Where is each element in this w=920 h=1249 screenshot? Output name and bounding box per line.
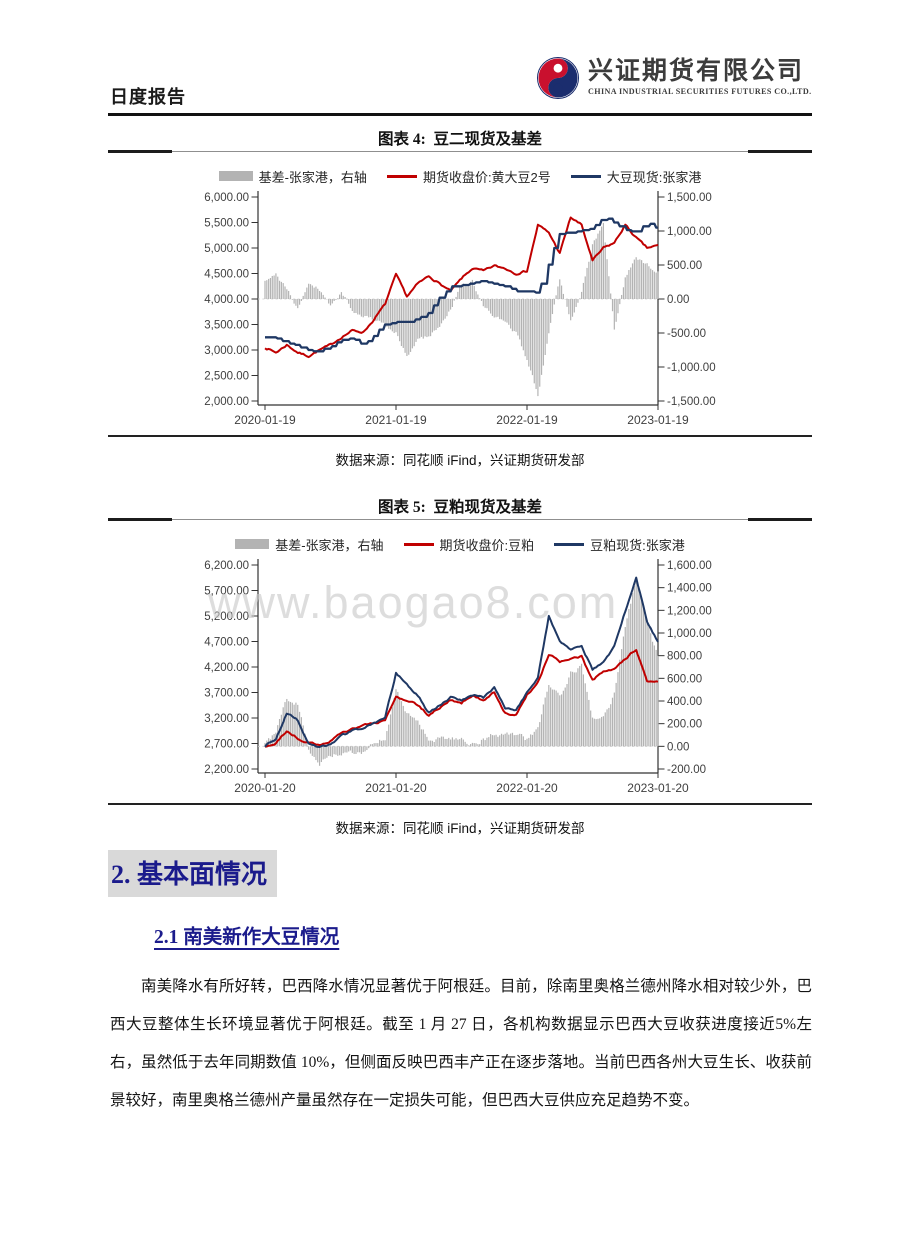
svg-text:1,200.00: 1,200.00 — [667, 605, 712, 617]
svg-text:2022-01-19: 2022-01-19 — [496, 413, 558, 427]
legend-label: 期货收盘价:豆粕 — [439, 537, 535, 553]
report-type-label: 日度报告 — [110, 87, 186, 107]
svg-text:5,200.00: 5,200.00 — [204, 611, 249, 623]
svg-text:600.00: 600.00 — [667, 673, 702, 685]
svg-text:3,500.00: 3,500.00 — [204, 320, 249, 332]
legend-label: 大豆现货:张家港 — [606, 169, 702, 185]
chart-legend: 基差-张家港，右轴 期货收盘价:豆粕 豆粕现货:张家港 — [108, 535, 812, 553]
svg-text:2,500.00: 2,500.00 — [204, 371, 249, 383]
legend-label: 基差-张家港，右轴 — [275, 537, 384, 553]
figure-soybean2-basis: 图表 4: 豆二现货及基差 基差-张家港，右轴 期货收盘价:黄大豆2号 大豆现货:张… — [108, 127, 812, 469]
svg-text:2022-01-20: 2022-01-20 — [496, 781, 558, 795]
svg-text:-200.00: -200.00 — [667, 764, 706, 776]
svg-text:2023-01-20: 2023-01-20 — [627, 781, 689, 795]
chart-legend: 基差-张家港，右轴 期货收盘价:黄大豆2号 大豆现货:张家港 — [108, 167, 812, 185]
svg-text:-1,500.00: -1,500.00 — [667, 396, 716, 408]
svg-text:4,000.00: 4,000.00 — [204, 294, 249, 306]
figure-title: 图表 5: 豆粕现货及基差 — [377, 499, 543, 516]
data-source: 数据来源：同花顺 iFind，兴证期货研发部 — [335, 452, 585, 468]
figure-title: 图表 4: 豆二现货及基差 — [377, 131, 543, 148]
svg-text:4,700.00: 4,700.00 — [204, 637, 249, 649]
legend-label: 豆粕现货:张家港 — [590, 537, 685, 553]
subsection-heading: 2.1 南美新作大豆情况 — [154, 927, 340, 948]
svg-text:2020-01-20: 2020-01-20 — [234, 781, 296, 795]
section-heading: 2. 基本面情况 — [108, 850, 278, 897]
svg-text:2,200.00: 2,200.00 — [204, 764, 249, 776]
figure-soymeal-basis: 图表 5: 豆粕现货及基差 基差-张家港，右轴 期货收盘价:豆粕 豆粕现货:张家港 … — [108, 495, 812, 837]
legend-item: 期货收盘价:黄大豆2号 — [386, 167, 551, 186]
legend-line-swatch — [554, 542, 585, 546]
legend-label: 期货收盘价:黄大豆2号 — [422, 169, 551, 185]
company-name-en: CHINA INDUSTRIAL SECURITIES FUTURES CO.,… — [588, 86, 812, 96]
svg-text:0.00: 0.00 — [667, 741, 689, 753]
svg-text:4,200.00: 4,200.00 — [204, 662, 249, 674]
figure-top-divider — [108, 517, 812, 521]
svg-text:6,000.00: 6,000.00 — [204, 192, 249, 204]
legend-item: 期货收盘价:豆粕 — [403, 535, 535, 554]
data-source: 数据来源：同花顺 iFind，兴证期货研发部 — [335, 820, 585, 836]
svg-text:2023-01-19: 2023-01-19 — [627, 413, 689, 427]
figure-bottom-divider — [108, 435, 812, 437]
company-logo-icon — [537, 57, 579, 99]
svg-text:1,000.00: 1,000.00 — [667, 628, 712, 640]
svg-text:1,000.00: 1,000.00 — [667, 226, 712, 238]
svg-text:3,000.00: 3,000.00 — [204, 345, 249, 357]
svg-text:2,000.00: 2,000.00 — [204, 396, 249, 408]
svg-text:5,700.00: 5,700.00 — [204, 586, 249, 598]
svg-text:0.00: 0.00 — [667, 294, 689, 306]
figure-top-divider — [108, 149, 812, 153]
soymeal-basis-chart: 6,200.00 5,700.00 5,200.00 4,700.00 4,200.00… — [204, 559, 712, 795]
svg-text:2021-01-20: 2021-01-20 — [365, 781, 427, 795]
legend-line-swatch — [403, 542, 434, 546]
svg-text:5,000.00: 5,000.00 — [204, 243, 249, 255]
svg-text:1,600.00: 1,600.00 — [667, 560, 712, 572]
legend-label: 基差-张家港，右轴 — [258, 169, 367, 185]
svg-text:200.00: 200.00 — [667, 719, 702, 731]
legend-item: 大豆现货:张家港 — [570, 167, 702, 186]
svg-text:2021-01-19: 2021-01-19 — [365, 413, 427, 427]
soybean2-basis-chart: 6,000.00 5,500.00 5,000.00 4,500.00 4,000.00… — [204, 191, 716, 427]
svg-text:500.00: 500.00 — [667, 260, 702, 272]
company-logo: 兴证期货有限公司 CHINA INDUSTRIAL SECURITIES FUT… — [536, 56, 812, 100]
svg-text:1,400.00: 1,400.00 — [667, 583, 712, 595]
svg-text:2020-01-19: 2020-01-19 — [234, 413, 296, 427]
svg-text:-500.00: -500.00 — [667, 328, 706, 340]
svg-text:5,500.00: 5,500.00 — [204, 218, 249, 230]
legend-bar-swatch — [218, 171, 253, 181]
legend-line-swatch — [570, 174, 601, 178]
body-paragraph: 南美降水有所好转，巴西降水情况显著优于阿根廷。目前，除南里奥格兰德州降水相对较少… — [110, 978, 812, 1109]
svg-text:3,700.00: 3,700.00 — [204, 688, 249, 700]
legend-item: 基差-张家港，右轴 — [218, 167, 367, 186]
figure-bottom-divider — [108, 803, 812, 805]
svg-text:1,500.00: 1,500.00 — [667, 192, 712, 204]
legend-line-swatch — [386, 174, 417, 178]
svg-text:-1,000.00: -1,000.00 — [667, 362, 716, 374]
company-name: 兴证期货有限公司 — [588, 58, 805, 85]
header-divider — [108, 113, 812, 116]
legend-bar-swatch — [235, 539, 270, 549]
legend-item: 豆粕现货:张家港 — [554, 535, 685, 554]
svg-text:400.00: 400.00 — [667, 696, 702, 708]
svg-text:3,200.00: 3,200.00 — [204, 713, 249, 725]
svg-text:4,500.00: 4,500.00 — [204, 269, 249, 281]
svg-text:800.00: 800.00 — [667, 651, 702, 663]
legend-item: 基差-张家港，右轴 — [235, 535, 384, 554]
svg-text:2,700.00: 2,700.00 — [204, 739, 249, 751]
svg-text:6,200.00: 6,200.00 — [204, 560, 249, 572]
